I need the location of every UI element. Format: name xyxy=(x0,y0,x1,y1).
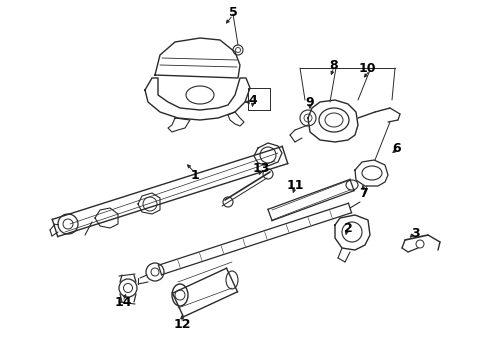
Text: 1: 1 xyxy=(191,168,199,181)
Text: 12: 12 xyxy=(173,319,191,332)
Text: 5: 5 xyxy=(229,5,237,18)
Text: 6: 6 xyxy=(392,141,401,154)
Text: 9: 9 xyxy=(306,95,314,108)
Text: 7: 7 xyxy=(360,186,368,199)
Text: 4: 4 xyxy=(248,94,257,107)
Text: 14: 14 xyxy=(114,297,132,310)
Text: 3: 3 xyxy=(411,226,419,239)
Text: 10: 10 xyxy=(358,62,376,75)
Text: 8: 8 xyxy=(330,59,338,72)
Text: 13: 13 xyxy=(252,162,270,175)
Text: 2: 2 xyxy=(343,221,352,234)
Text: 11: 11 xyxy=(286,179,304,192)
